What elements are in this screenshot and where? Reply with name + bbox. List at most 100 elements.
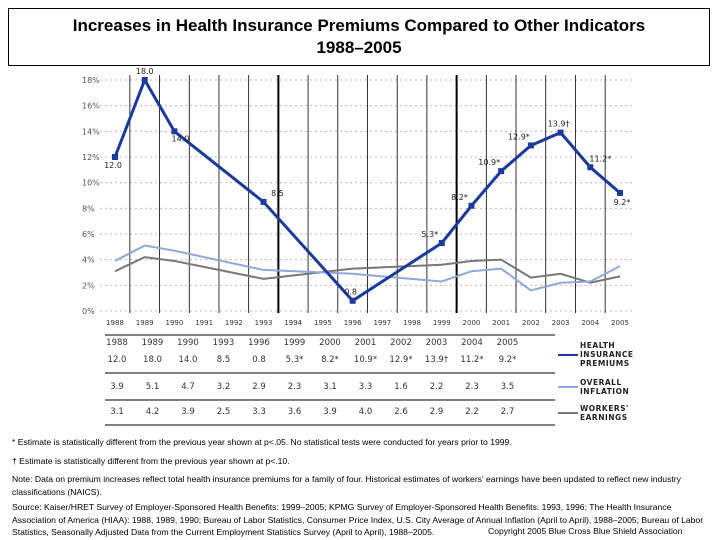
footnote-star: * Estimate is statistically different fr… xyxy=(12,437,512,447)
y-tick-label: 4% xyxy=(82,256,95,265)
table-year: 1993 xyxy=(213,338,235,348)
x-tick-label: 2004 xyxy=(581,319,599,327)
data-label-premiums: 8.2* xyxy=(451,193,468,202)
table-cell-0: 10.9* xyxy=(354,355,377,365)
data-label-premiums: 12.0 xyxy=(104,161,122,170)
table-cell-1: 1.6 xyxy=(394,382,408,392)
series-line-0 xyxy=(113,76,621,303)
table-cell-1: 3.1 xyxy=(323,382,337,392)
table-cell-1: 2.2 xyxy=(430,382,444,392)
table-cell-2: 4.2 xyxy=(146,407,160,417)
data-point-premiums xyxy=(468,202,475,209)
x-tick-label: 2001 xyxy=(492,319,510,327)
data-point-premiums xyxy=(141,77,148,83)
y-tick-label: 12% xyxy=(82,153,100,162)
table-year: 2002 xyxy=(390,338,412,348)
x-tick-label: 1996 xyxy=(344,319,362,327)
x-tick-label: 1994 xyxy=(284,319,302,327)
table-year: 1996 xyxy=(248,338,270,348)
table-cell-0: 12.0 xyxy=(108,355,127,365)
table-year: 2005 xyxy=(497,338,519,348)
x-tick-label: 1997 xyxy=(373,319,391,327)
table-cell-1: 5.1 xyxy=(146,382,160,392)
table-year: 2003 xyxy=(426,338,448,348)
table-cell-2: 3.1 xyxy=(110,407,124,417)
data-point-premiums xyxy=(617,189,623,196)
y-tick-label: 8% xyxy=(82,204,95,213)
footnote-source: Source: Kaiser/HRET Survey of Employer-S… xyxy=(12,502,704,537)
data-label-premiums: 5.3* xyxy=(421,230,438,239)
x-tick-label: 1988 xyxy=(106,319,124,327)
table-cell-0: 18.0 xyxy=(143,355,162,365)
table-cell-1: 3.9 xyxy=(110,382,124,392)
y-tick-label: 6% xyxy=(82,230,95,239)
table-year: 2000 xyxy=(319,338,341,348)
x-tick-label: 2000 xyxy=(463,319,481,327)
table-year: 1988 xyxy=(106,338,128,348)
table-year: 1999 xyxy=(284,338,306,348)
series-line-1 xyxy=(114,244,621,292)
y-tick-label: 14% xyxy=(82,127,100,136)
x-tick-label: 1992 xyxy=(225,319,243,327)
y-tick-label: 2% xyxy=(82,281,95,290)
title-box: Increases in Health Insurance Premiums C… xyxy=(8,8,710,66)
legend-label-1: OVERALL INFLATION xyxy=(580,378,629,396)
x-tick-label: 1989 xyxy=(136,319,154,327)
line-chart: 0% 2% 4% 6% 8% 10% 12% 14% 16% 18% 1988 1989 1990 199… xyxy=(82,67,634,426)
x-tick-label: 1999 xyxy=(433,319,451,327)
data-point-premiums xyxy=(112,154,118,160)
table-cell-2: 3.3 xyxy=(252,407,266,417)
table-cell-1: 3.3 xyxy=(359,382,373,392)
series-line-2 xyxy=(114,256,621,284)
data-label-premiums: 10.9* xyxy=(478,158,500,167)
table-cell-2: 2.6 xyxy=(394,407,408,417)
table-year: 2001 xyxy=(355,338,377,348)
data-label-premiums: 11.2* xyxy=(589,154,611,163)
data-label-premiums: 14.0 xyxy=(172,134,190,143)
footnote-note: Note: Data on premium increases reflect … xyxy=(12,474,681,497)
y-tick-label: 18% xyxy=(82,76,100,85)
data-point-premiums xyxy=(587,164,594,171)
table-cell-0: 13.9† xyxy=(425,355,449,365)
data-point-premiums xyxy=(171,128,178,135)
data-point-premiums xyxy=(527,142,534,149)
x-tick-label: 2005 xyxy=(611,319,629,327)
data-label-premiums: 18.0 xyxy=(136,67,154,76)
footnote-dagger: † Estimate is statistically different fr… xyxy=(12,456,290,466)
title-line-1: Increases in Health Insurance Premiums C… xyxy=(72,16,646,35)
copyright: Copyright 2005 Blue Cross Blue Shield As… xyxy=(488,526,683,536)
data-label-premiums: 0.8 xyxy=(344,288,357,297)
x-tick-label: 1998 xyxy=(403,319,421,327)
data-label-premiums: 13.9† xyxy=(548,120,570,129)
table-cell-2: 3.9 xyxy=(323,407,337,417)
table-cell-1: 3.5 xyxy=(501,382,515,392)
table-cell-2: 3.9 xyxy=(181,407,195,417)
data-point-premiums xyxy=(260,198,267,205)
data-label-premiums: 8.5 xyxy=(271,189,284,198)
table-cell-1: 4.7 xyxy=(181,382,195,392)
table-cell-1: 2.3 xyxy=(465,382,479,392)
x-tick-label: 2003 xyxy=(552,319,570,327)
data-point-premiums xyxy=(498,168,505,175)
x-tick-label: 1991 xyxy=(195,319,213,327)
y-tick-label: 10% xyxy=(82,179,100,188)
legend-label-2: WORKERS' EARNINGS xyxy=(580,404,629,422)
table-cell-0: 11.2* xyxy=(460,355,483,365)
table-cell-0: 14.0 xyxy=(179,355,198,365)
x-tick-label: 1993 xyxy=(255,319,273,327)
table-cell-2: 2.7 xyxy=(501,407,515,417)
data-label-premiums: 12.9* xyxy=(508,132,530,141)
table-cell-2: 3.6 xyxy=(288,407,302,417)
table-cell-2: 2.9 xyxy=(430,407,444,417)
data-label-premiums: 9.2* xyxy=(614,198,631,207)
title-line-2: 1988–2005 xyxy=(316,38,402,57)
table-year: 1989 xyxy=(142,338,164,348)
table-cell-0: 12.9* xyxy=(389,355,412,365)
y-tick-label: 0% xyxy=(82,307,95,316)
data-point-premiums xyxy=(349,297,356,304)
x-tick-label: 1990 xyxy=(165,319,183,327)
legend-label-0: HEALTH INSURANCE PREMIUMS xyxy=(580,341,634,368)
y-tick-label: 16% xyxy=(82,102,100,111)
table-year: 2004 xyxy=(461,338,483,348)
